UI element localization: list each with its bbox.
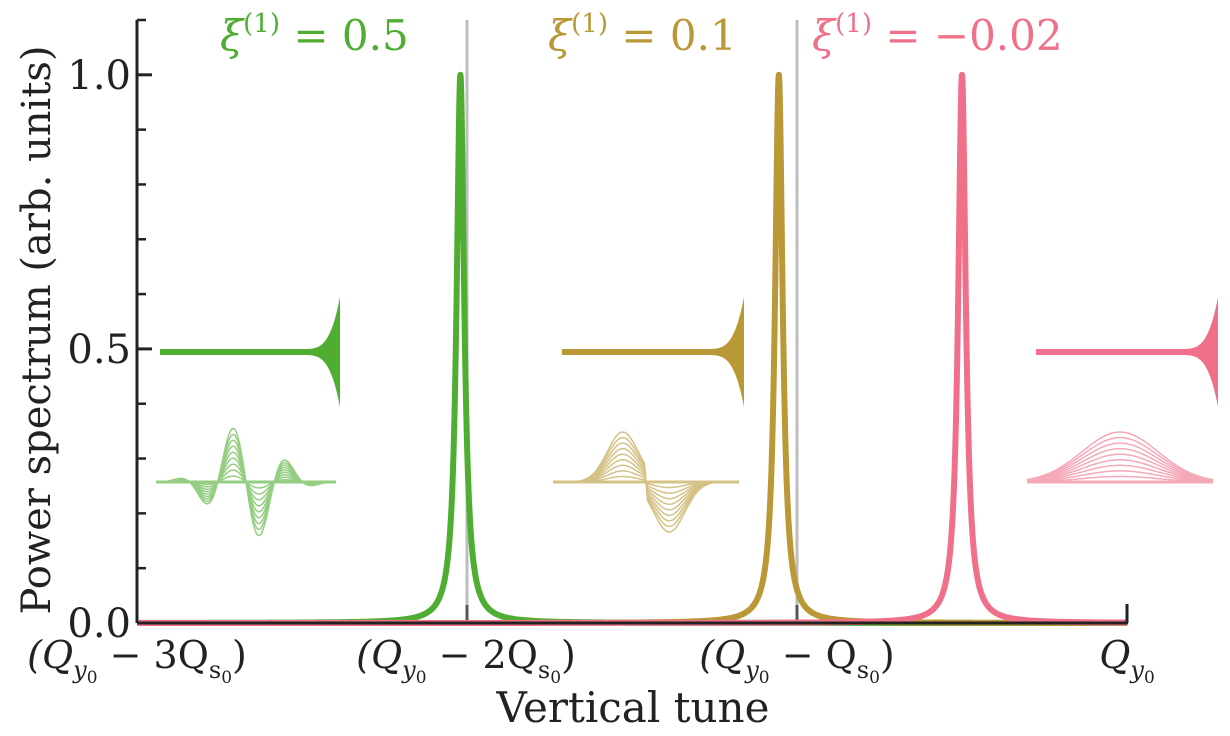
series-line xyxy=(135,71,1129,626)
x-axis-label: Vertical tune xyxy=(496,683,770,732)
series-annotation: ξ(1) = 0.5 xyxy=(220,9,409,60)
x-tick-label: Qy0 xyxy=(1099,633,1155,688)
inset-mode-bundle xyxy=(1026,431,1214,484)
inset-layer xyxy=(155,297,1218,537)
x-tick-label: (Qy0 − Qs0) xyxy=(699,633,895,688)
series-line xyxy=(135,71,1129,626)
inset-signal-decay xyxy=(1036,297,1218,407)
series-annotation: ξ(1) = −0.02 xyxy=(812,9,1063,60)
x-tick-label: (Qy0 − 3Qs0) xyxy=(27,633,247,688)
x-tick-label: (Qy0 − 2Qs0) xyxy=(356,633,576,688)
x-ticks: (Qy0 − 3Qs0) (Qy0 − 2Qs0) (Qy0 − Qs0) Qy0 xyxy=(27,633,1155,688)
inset-mode-bundle xyxy=(155,427,337,537)
inset-signal-decay xyxy=(160,297,340,407)
series-line xyxy=(135,71,1129,626)
inset-mode-bundle xyxy=(553,431,739,533)
y-tick-label: 0.5 xyxy=(67,327,131,373)
inset-signal-decay xyxy=(562,297,744,407)
reference-lines xyxy=(465,20,799,623)
series-layer xyxy=(135,71,1129,626)
series-labels: ξ(1) = 0.5 ξ(1) = 0.1 ξ(1) = −0.02 xyxy=(220,9,1063,60)
y-tick-label: 1.0 xyxy=(67,53,131,99)
y-ticks: 0.0 0.5 1.0 xyxy=(67,18,152,647)
y-axis-label: Power spectrum (arb. units) xyxy=(14,45,60,614)
axes xyxy=(135,20,1129,625)
y-tick-label: 0.0 xyxy=(67,601,131,647)
series-annotation: ξ(1) = 0.1 xyxy=(548,9,737,60)
